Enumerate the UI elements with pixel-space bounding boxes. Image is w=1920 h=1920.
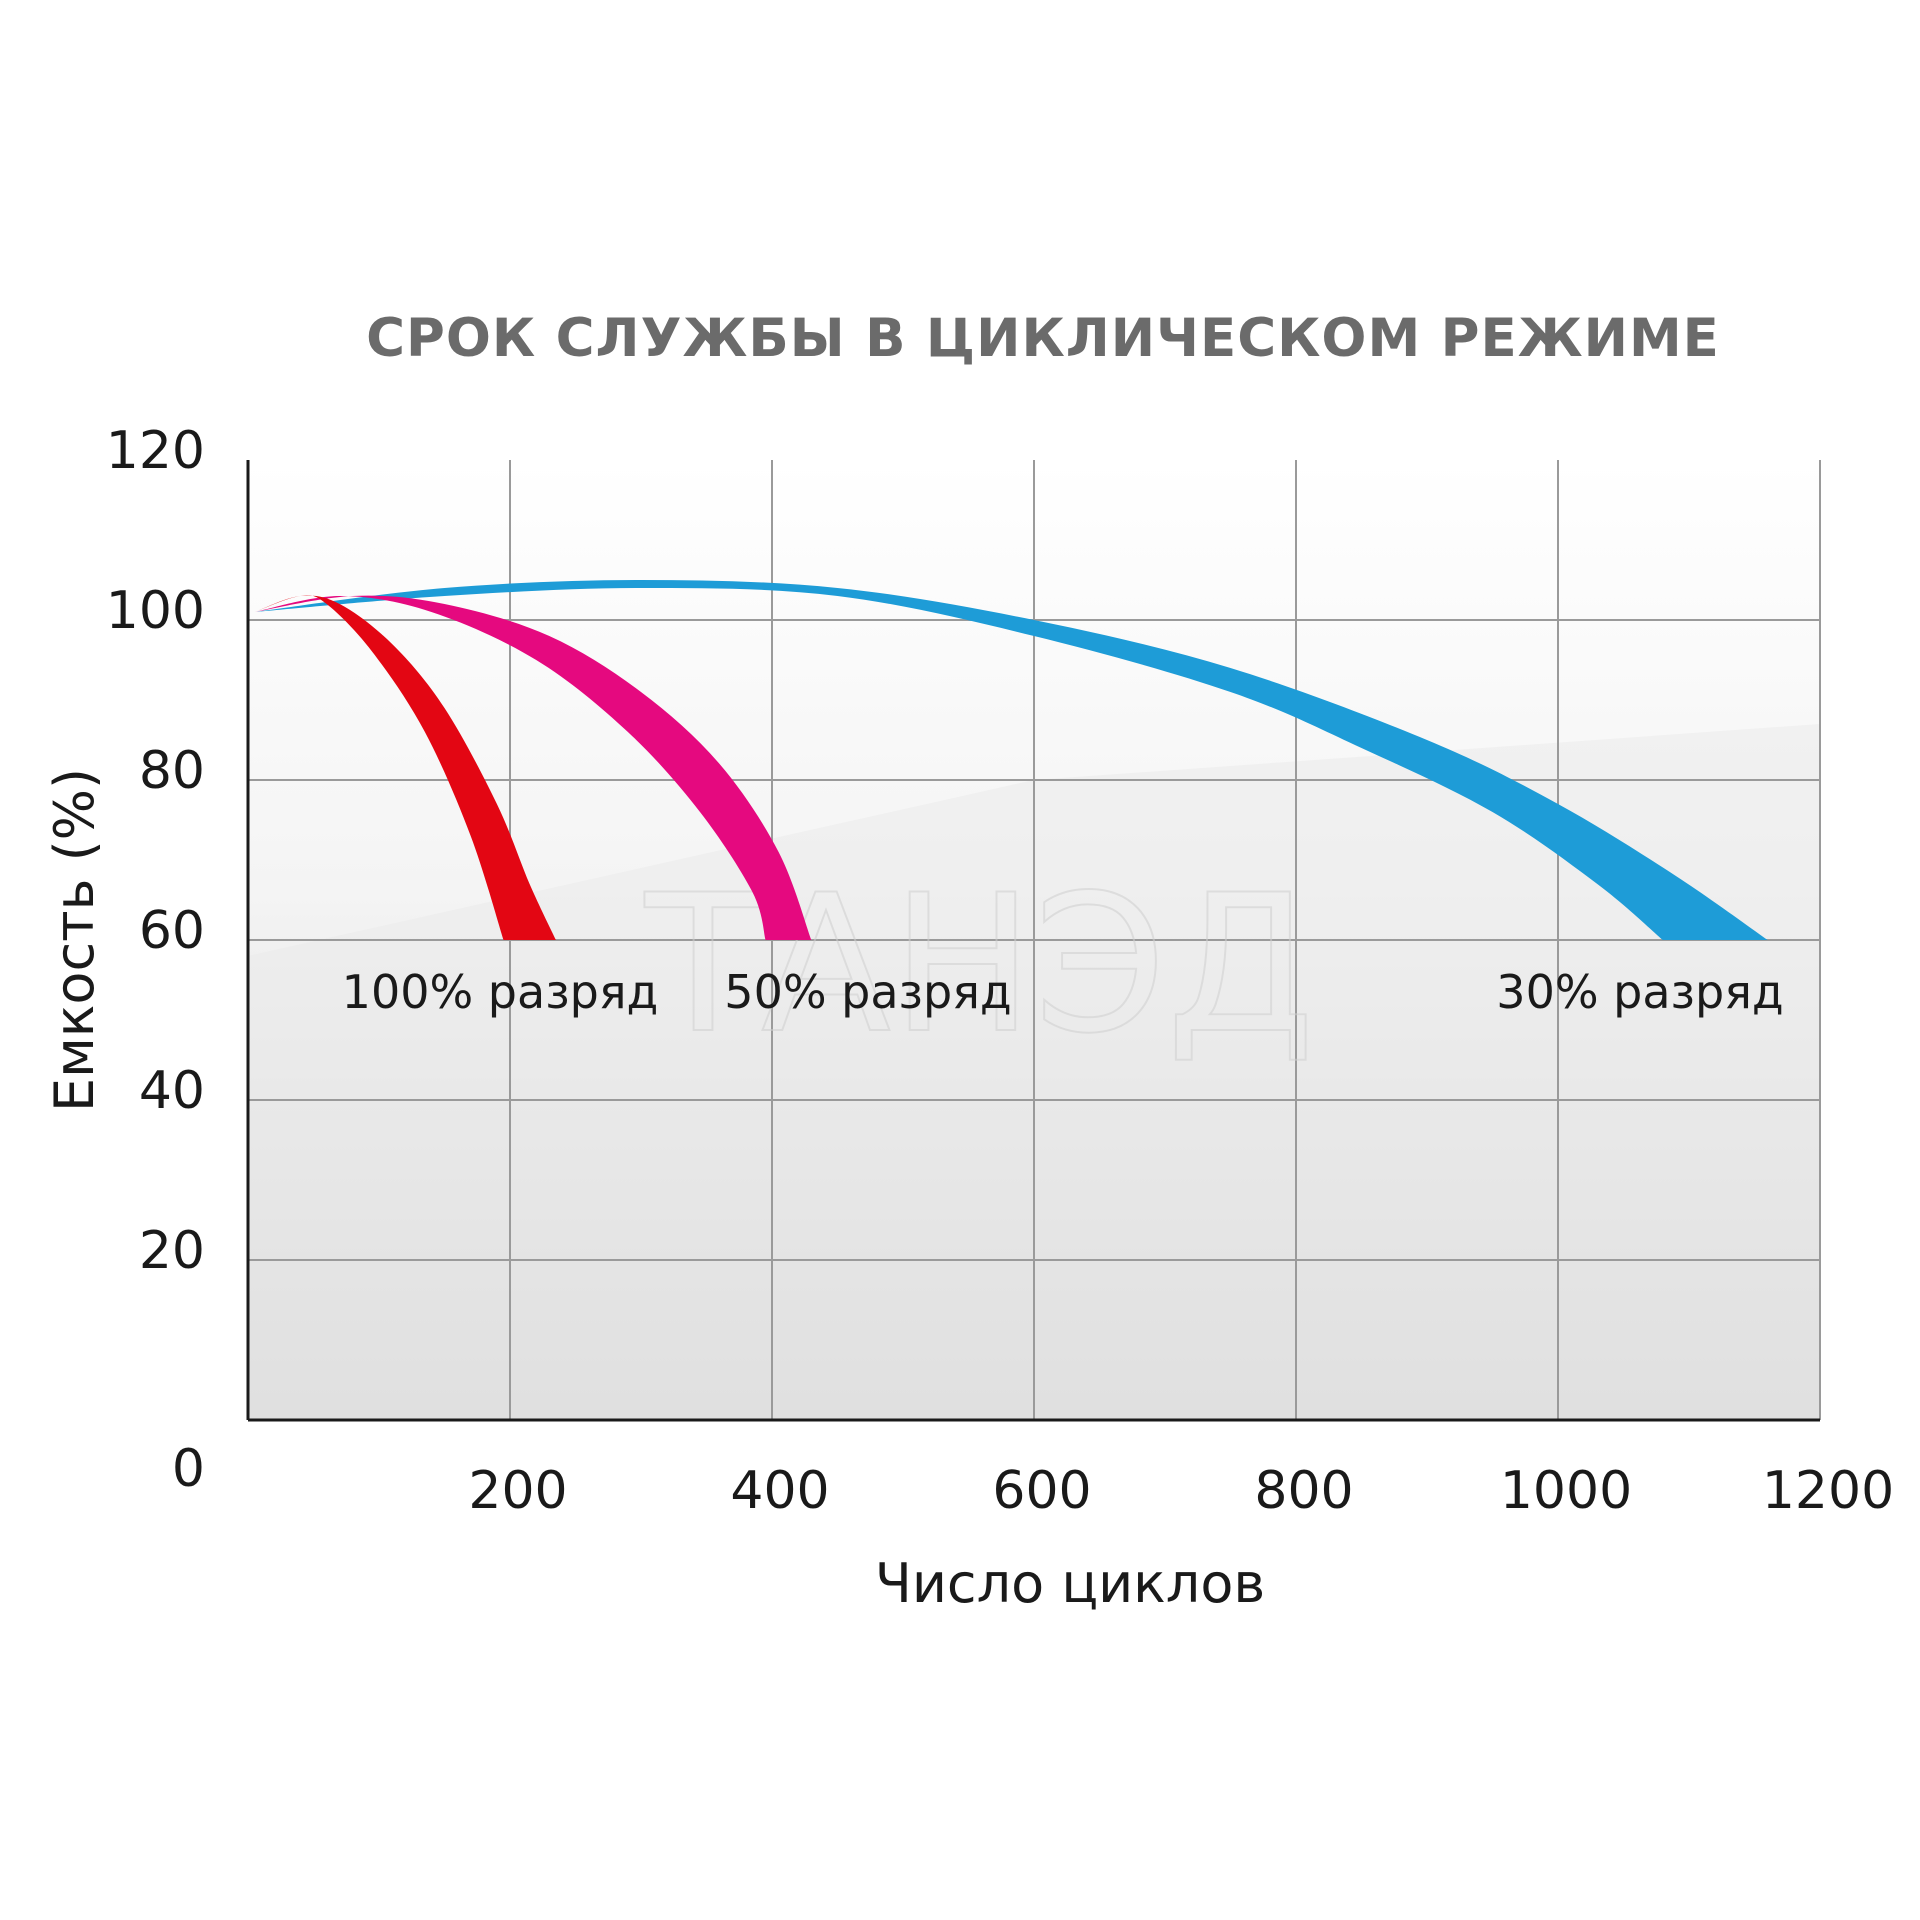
y-axis-label: Емкость (%) [43, 768, 106, 1112]
axes [246, 460, 1820, 1422]
y-tick-label: 40 [139, 1061, 205, 1121]
chart-title: СРОК СЛУЖБЫ В ЦИКЛИЧЕСКОМ РЕЖИМЕ [366, 308, 1720, 369]
x-tick-label: 800 [1254, 1461, 1353, 1521]
series-layer [254, 580, 1768, 940]
y-tick-label: 80 [139, 741, 205, 801]
series-band [254, 595, 812, 940]
y-tick-label: 20 [139, 1221, 205, 1281]
x-tick-label: 1200 [1762, 1461, 1894, 1521]
x-tick-label: 200 [468, 1461, 567, 1521]
series-label: 50% разряд [724, 965, 1011, 1019]
x-tick-label: 1000 [1500, 1461, 1632, 1521]
series-band [254, 595, 556, 940]
series-labels: 100% разряд 50% разряд 30% разряд [342, 965, 1784, 1019]
origin-tick-label: 0 [172, 1439, 205, 1499]
series-label: 100% разряд [342, 965, 659, 1019]
y-tick-label: 120 [106, 421, 205, 481]
y-tick-label: 60 [139, 901, 205, 961]
series-label: 30% разряд [1496, 965, 1783, 1019]
x-tick-label: 600 [992, 1461, 1091, 1521]
series-band [254, 580, 1768, 940]
x-tick-label: 400 [730, 1461, 829, 1521]
x-axis-label: Число циклов [875, 1552, 1265, 1615]
y-tick-label: 100 [106, 581, 205, 641]
